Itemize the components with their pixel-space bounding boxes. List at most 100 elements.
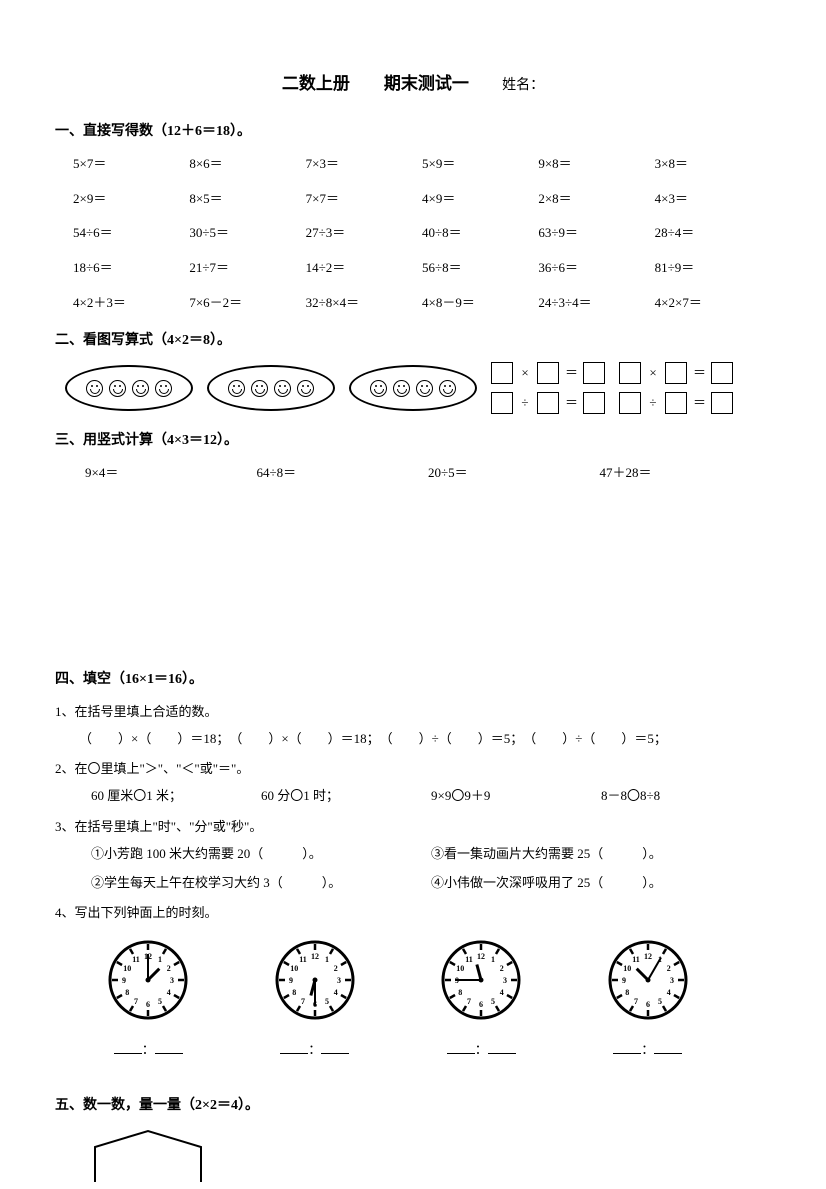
svg-text:12: 12	[311, 952, 319, 961]
s4-q2-item: 9×9〇9＋9	[431, 786, 601, 807]
s3-cell: 20÷5＝	[428, 463, 600, 484]
smiley-icon	[274, 380, 291, 397]
svg-text:5: 5	[491, 997, 495, 1006]
s4-q3-item: ③看一集动画片大约需要 25（ ）。	[431, 844, 771, 865]
clock-1: 121234567891011 ：	[106, 938, 190, 1061]
svg-text:8: 8	[125, 988, 129, 997]
clock-3: 121234567891011 ：	[439, 938, 523, 1061]
svg-text:10: 10	[623, 964, 631, 973]
s1-cell: 2×9＝	[73, 189, 189, 210]
op-div: ÷	[519, 393, 531, 414]
s4-q2-item: 60 厘米〇1 米；	[91, 786, 261, 807]
svg-text:3: 3	[337, 976, 341, 985]
page-title-row: 二数上册 期末测试一 姓名：	[55, 70, 771, 97]
blank-box[interactable]	[583, 392, 605, 414]
section-5-heading: 五、数一数，量一量（2×2＝4）。	[55, 1095, 771, 1117]
s3-cell: 64÷8＝	[257, 463, 429, 484]
s1-cell: 4×8－9＝	[422, 293, 538, 314]
svg-text:9: 9	[622, 976, 626, 985]
smiley-icon	[132, 380, 149, 397]
op-eq: ＝	[565, 363, 577, 384]
s1-cell: 9×8＝	[538, 154, 654, 175]
s4-q1-text: （ ）×（ ）＝18； （ ）×（ ）＝18； （ ）÷（ ）＝5； （ ）÷（…	[79, 729, 771, 750]
svg-text:4: 4	[500, 988, 504, 997]
blank-box[interactable]	[537, 362, 559, 384]
section-2-figure: × ＝ ÷ ＝ × ＝ ÷ ＝	[65, 362, 771, 414]
smiley-icon	[393, 380, 410, 397]
s1-cell: 63÷9＝	[538, 223, 654, 244]
s1-cell: 2×8＝	[538, 189, 654, 210]
op-eq: ＝	[565, 393, 577, 414]
blank-box[interactable]	[619, 392, 641, 414]
s1-cell: 4×2×7＝	[655, 293, 771, 314]
pentagon-shape	[93, 1129, 203, 1189]
smiley-icon	[439, 380, 456, 397]
s4-q3-grid: ①小芳跑 100 米大约需要 20（ ）。 ③看一集动画片大约需要 25（ ）。…	[91, 844, 771, 894]
s3-cell: 47＋28＝	[600, 463, 772, 484]
svg-text:1: 1	[158, 955, 162, 964]
section-3-heading: 三、用竖式计算（4×3＝12）。	[55, 430, 771, 452]
clock-2: 121234567891011 ：	[273, 938, 357, 1061]
svg-text:5: 5	[158, 997, 162, 1006]
svg-text:11: 11	[632, 955, 640, 964]
blank-box[interactable]	[665, 362, 687, 384]
oval-group	[65, 365, 193, 411]
smiley-icon	[370, 380, 387, 397]
s1-cell: 36÷6＝	[538, 258, 654, 279]
s1-cell: 4×9＝	[422, 189, 538, 210]
section-1-heading: 一、直接写得数（12＋6＝18）。	[55, 121, 771, 143]
s1-cell: 7×6－2＝	[189, 293, 305, 314]
blank-box[interactable]	[537, 392, 559, 414]
smiley-icon	[251, 380, 268, 397]
svg-text:9: 9	[289, 976, 293, 985]
smiley-icon	[155, 380, 172, 397]
s1-cell: 28÷4＝	[655, 223, 771, 244]
svg-text:7: 7	[134, 997, 138, 1006]
svg-text:11: 11	[465, 955, 473, 964]
s1-cell: 4×3＝	[655, 189, 771, 210]
svg-text:8: 8	[458, 988, 462, 997]
svg-text:2: 2	[500, 964, 504, 973]
blank-box[interactable]	[711, 362, 733, 384]
blank-box[interactable]	[491, 392, 513, 414]
oval-group	[349, 365, 477, 411]
svg-text:7: 7	[301, 997, 305, 1006]
blank-box[interactable]	[665, 392, 687, 414]
s4-q2-row: 60 厘米〇1 米； 60 分〇1 时； 9×9〇9＋9 8－8〇8÷8	[91, 786, 771, 807]
svg-text:3: 3	[503, 976, 507, 985]
svg-text:7: 7	[634, 997, 638, 1006]
svg-text:3: 3	[170, 976, 174, 985]
s1-cell: 18÷6＝	[73, 258, 189, 279]
svg-text:10: 10	[123, 964, 131, 973]
page-title: 二数上册 期末测试一	[282, 70, 469, 97]
s1-cell: 8×6＝	[189, 154, 305, 175]
svg-text:6: 6	[146, 1000, 150, 1009]
svg-text:6: 6	[479, 1000, 483, 1009]
s1-cell: 7×3＝	[306, 154, 422, 175]
blank-box[interactable]	[711, 392, 733, 414]
svg-text:12: 12	[644, 952, 652, 961]
blank-box[interactable]	[583, 362, 605, 384]
op-eq: ＝	[693, 393, 705, 414]
s1-cell: 8×5＝	[189, 189, 305, 210]
svg-text:4: 4	[334, 988, 338, 997]
s1-cell: 56÷8＝	[422, 258, 538, 279]
svg-text:10: 10	[456, 964, 464, 973]
svg-text:2: 2	[334, 964, 338, 973]
s1-cell: 27÷3＝	[306, 223, 422, 244]
svg-text:1: 1	[325, 955, 329, 964]
blank-box[interactable]	[619, 362, 641, 384]
svg-text:1: 1	[491, 955, 495, 964]
section-2-heading: 二、看图写算式（4×2＝8）。	[55, 330, 771, 352]
blank-box[interactable]	[491, 362, 513, 384]
s1-cell: 40÷8＝	[422, 223, 538, 244]
work-space	[55, 483, 771, 653]
svg-text:8: 8	[292, 988, 296, 997]
section-4-heading: 四、填空（16×1＝16）。	[55, 669, 771, 691]
smiley-icon	[109, 380, 126, 397]
svg-text:5: 5	[325, 997, 329, 1006]
op-mul: ×	[647, 363, 659, 384]
svg-text:4: 4	[667, 988, 671, 997]
s1-cell: 30÷5＝	[189, 223, 305, 244]
equation-group-2: × ＝ ÷ ＝	[619, 362, 733, 414]
